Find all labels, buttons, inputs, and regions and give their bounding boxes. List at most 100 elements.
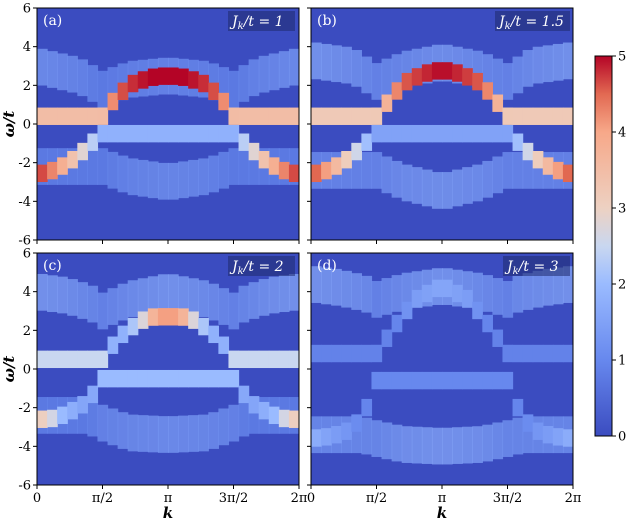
heat-cell-upper-band bbox=[391, 82, 403, 100]
heat-cell-upper-band bbox=[258, 350, 270, 369]
heat-cell-low-energy-shadow bbox=[472, 164, 483, 202]
heat-cell-upper-band bbox=[321, 344, 332, 363]
heat-cell-lower-band bbox=[371, 371, 383, 390]
heat-cell-high-energy-shadow bbox=[117, 63, 129, 101]
panel-b: (b) Jk/t = 1.5 bbox=[310, 7, 574, 241]
heat-cell-upper-band bbox=[238, 350, 250, 369]
heat-cell-high-energy-shadow bbox=[208, 63, 219, 101]
heat-cell-lower-band bbox=[562, 429, 573, 447]
heat-cell-lower-band bbox=[431, 124, 443, 143]
heat-cell-upper-band bbox=[37, 107, 48, 125]
panel-a-param-box bbox=[228, 11, 295, 31]
panel-a: (a) Jk/t = 1 bbox=[36, 7, 300, 241]
heat-cell-low-energy-shadow bbox=[228, 404, 240, 442]
heat-cell-upper-band bbox=[137, 71, 149, 89]
heat-cell-upper-band bbox=[381, 94, 393, 112]
heat-cell-high-energy-shadow bbox=[341, 46, 352, 84]
heat-cell-lower-band bbox=[442, 371, 453, 390]
heat-cell-upper-band bbox=[248, 350, 260, 369]
heat-cell-lower-band bbox=[311, 429, 322, 447]
heat-cell-upper-band bbox=[57, 107, 68, 125]
heat-cell-lower-band bbox=[431, 371, 443, 390]
heat-cell-upper-band bbox=[411, 289, 423, 308]
heat-cell-high-energy-shadow bbox=[248, 59, 260, 97]
heat-cell-high-energy-shadow bbox=[331, 45, 342, 83]
heat-cell-lower-band bbox=[137, 369, 149, 388]
heat-cell-high-energy-shadow bbox=[268, 276, 280, 314]
heat-cell-lower-band bbox=[188, 124, 199, 143]
heat-cell-lower-band bbox=[107, 124, 119, 143]
heat-cell-upper-band bbox=[331, 107, 342, 125]
heat-cell-upper-band bbox=[351, 107, 362, 125]
heat-cell-high-energy-shadow bbox=[472, 50, 483, 88]
heat-cell-high-energy-shadow bbox=[157, 274, 169, 312]
heat-cell-high-energy-shadow bbox=[37, 273, 48, 311]
heat-cell-low-energy-shadow bbox=[107, 408, 119, 446]
heat-cell-upper-band bbox=[57, 350, 68, 369]
heat-cell-lower-band bbox=[77, 396, 88, 414]
heat-cell-lower-band bbox=[208, 369, 219, 388]
heat-cell-high-energy-shadow bbox=[381, 58, 393, 96]
heat-cell-low-energy-shadow bbox=[532, 152, 544, 189]
heat-cell-lower-band bbox=[401, 124, 413, 143]
heat-cell-upper-band bbox=[452, 284, 463, 303]
heat-cell-upper-band bbox=[351, 344, 362, 363]
heat-cell-high-energy-shadow bbox=[562, 266, 573, 303]
heat-cell-high-energy-shadow bbox=[77, 282, 88, 319]
heat-cell-low-energy-shadow bbox=[127, 158, 139, 196]
heat-cell-low-energy-shadow bbox=[482, 424, 493, 462]
heat-cell-high-energy-shadow bbox=[522, 273, 534, 310]
heat-cell-lower-band bbox=[462, 124, 473, 143]
heat-cell-upper-band bbox=[311, 344, 322, 363]
heat-cell-high-energy-shadow bbox=[371, 63, 383, 100]
heat-cell-high-energy-shadow bbox=[502, 63, 514, 100]
heat-cell-high-energy-shadow bbox=[361, 275, 373, 313]
heat-cell-low-energy-shadow bbox=[421, 427, 433, 464]
heat-cell-low-energy-shadow bbox=[401, 164, 413, 202]
param-subscript: k bbox=[513, 266, 519, 277]
x-tick-label: 2π bbox=[291, 491, 308, 506]
heat-cell-low-energy-shadow bbox=[391, 424, 403, 462]
x-tick-label: π bbox=[438, 491, 447, 506]
heat-cell-upper-band bbox=[37, 350, 48, 369]
heat-cell-high-energy-shadow bbox=[107, 288, 119, 325]
heat-cell-upper-band bbox=[127, 317, 139, 336]
heat-cell-high-energy-shadow bbox=[268, 53, 280, 91]
heat-cell-low-energy-shadow bbox=[97, 148, 109, 185]
heat-cell-upper-band bbox=[321, 107, 332, 125]
heat-cell-upper-band bbox=[371, 107, 383, 125]
heat-cell-upper-band bbox=[401, 301, 413, 320]
heat-cell-low-energy-shadow bbox=[178, 161, 189, 199]
colorbar-tick-label: 3 bbox=[618, 202, 626, 217]
heat-cell-lower-band bbox=[502, 124, 514, 143]
heat-cell-high-energy-shadow bbox=[147, 276, 159, 313]
heat-cell-lower-band bbox=[552, 428, 564, 446]
heat-cell-upper-band bbox=[492, 94, 504, 112]
heat-cell-lower-band bbox=[492, 371, 504, 390]
heat-cell-lower-band bbox=[331, 425, 342, 444]
panel-d-param-label: Jk/t = 3 bbox=[504, 259, 559, 277]
heat-cell-lower-band bbox=[381, 124, 393, 143]
panel-a-label: (a) bbox=[43, 13, 62, 29]
heat-cell-low-energy-shadow bbox=[97, 404, 109, 442]
heat-cell-lower-band bbox=[391, 371, 403, 390]
heat-cell-low-energy-shadow bbox=[472, 426, 483, 463]
heat-cell-lower-band bbox=[37, 164, 48, 183]
heat-cell-high-energy-shadow bbox=[238, 65, 250, 102]
heat-cell-upper-band bbox=[401, 72, 413, 91]
heat-cell-upper-band bbox=[462, 68, 473, 86]
heat-cell-high-energy-shadow bbox=[532, 46, 544, 84]
heat-cell-low-energy-shadow bbox=[522, 416, 534, 454]
heat-cell-high-energy-shadow bbox=[482, 275, 493, 312]
heat-cell-high-energy-shadow bbox=[228, 70, 240, 108]
heat-cell-low-energy-shadow bbox=[351, 152, 362, 189]
heat-cell-lower-band bbox=[532, 151, 544, 169]
heat-cell-high-energy-shadow bbox=[492, 278, 504, 315]
heat-cell-lower-band bbox=[178, 369, 189, 388]
heat-cell-low-energy-shadow bbox=[462, 167, 473, 204]
heat-cell-high-energy-shadow bbox=[97, 292, 109, 330]
panel-d-heatmap bbox=[311, 266, 573, 465]
heat-cell-high-energy-shadow bbox=[278, 275, 290, 313]
heat-cell-upper-band bbox=[381, 329, 393, 347]
heat-cell-low-energy-shadow bbox=[218, 151, 230, 189]
